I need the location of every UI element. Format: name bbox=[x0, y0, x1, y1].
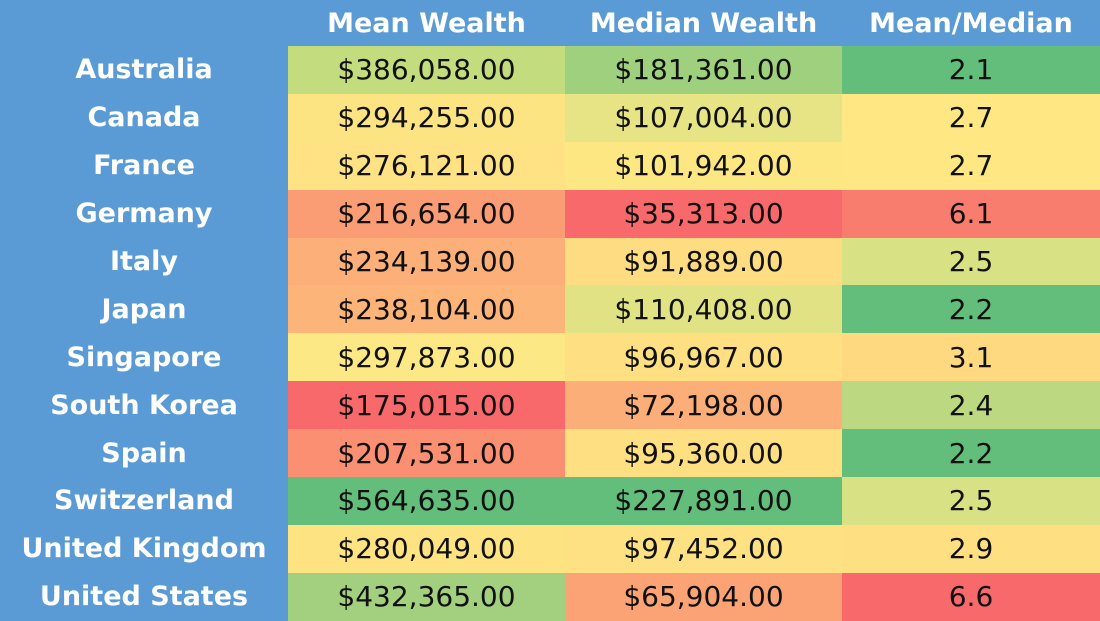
country-label: Switzerland bbox=[54, 485, 234, 517]
country-label: Spain bbox=[101, 437, 187, 469]
mean-wealth-cell: $432,365.00 bbox=[288, 572, 565, 621]
mean-wealth-cell: $276,121.00 bbox=[288, 141, 565, 190]
mean-median-ratio-cell: 2.7 bbox=[842, 141, 1100, 190]
country-label: United States bbox=[39, 581, 249, 613]
mean-median-ratio-cell: 2.5 bbox=[842, 477, 1100, 525]
mean-median-ratio-cell: 2.4 bbox=[842, 381, 1100, 430]
median-wealth-cell: $181,361.00 bbox=[565, 46, 842, 94]
mean-wealth-cell: $294,255.00 bbox=[288, 93, 565, 142]
median-wealth-cell: $91,889.00 bbox=[565, 237, 842, 286]
mean-wealth-cell: $238,104.00 bbox=[288, 285, 565, 334]
table-row: Canada $294,255.00 $107,004.00 2.7 bbox=[0, 93, 1100, 142]
mean-median-ratio-cell: 3.1 bbox=[842, 333, 1100, 382]
table-row: France $276,121.00 $101,942.00 2.7 bbox=[0, 141, 1100, 190]
header-row: Mean Wealth Median Wealth Mean/Median bbox=[0, 0, 1100, 46]
median-wealth-cell: $97,452.00 bbox=[565, 524, 842, 573]
table-row: United States $432,365.00 $65,904.00 6.6 bbox=[0, 572, 1100, 621]
country-label: South Korea bbox=[50, 389, 238, 421]
table-row: Germany $216,654.00 $35,313.00 6.1 bbox=[0, 189, 1100, 238]
median-wealth-cell: $227,891.00 bbox=[565, 477, 842, 525]
mean-wealth-cell: $386,058.00 bbox=[288, 46, 565, 94]
table-row: United Kingdom $280,049.00 $97,452.00 2.9 bbox=[0, 524, 1100, 573]
mean-wealth-cell: $564,635.00 bbox=[288, 477, 565, 525]
country-label: United Kingdom bbox=[21, 533, 267, 565]
country-label: Australia bbox=[75, 54, 213, 86]
table-row: Spain $207,531.00 $95,360.00 2.2 bbox=[0, 429, 1100, 478]
table-row: South Korea $175,015.00 $72,198.00 2.4 bbox=[0, 381, 1100, 430]
table-row: Switzerland $564,635.00 $227,891.00 2.5 bbox=[0, 477, 1100, 525]
mean-wealth-cell: $234,139.00 bbox=[288, 237, 565, 286]
median-wealth-cell: $65,904.00 bbox=[565, 572, 842, 621]
median-wealth-cell: $107,004.00 bbox=[565, 93, 842, 142]
median-wealth-cell: $72,198.00 bbox=[565, 381, 842, 430]
column-header-mean-median-ratio: Mean/Median bbox=[869, 7, 1073, 39]
mean-median-ratio-cell: 2.2 bbox=[842, 285, 1100, 334]
median-wealth-cell: $96,967.00 bbox=[565, 333, 842, 382]
mean-median-ratio-cell: 6.1 bbox=[842, 189, 1100, 238]
mean-median-ratio-cell: 6.6 bbox=[842, 572, 1100, 621]
mean-wealth-cell: $297,873.00 bbox=[288, 333, 565, 382]
country-label: France bbox=[93, 150, 195, 182]
mean-wealth-cell: $207,531.00 bbox=[288, 429, 565, 478]
mean-wealth-cell: $175,015.00 bbox=[288, 381, 565, 430]
mean-median-ratio-cell: 2.7 bbox=[842, 93, 1100, 142]
mean-median-ratio-cell: 2.1 bbox=[842, 46, 1100, 94]
mean-wealth-cell: $280,049.00 bbox=[288, 524, 565, 573]
country-label: Canada bbox=[87, 102, 201, 134]
median-wealth-cell: $35,313.00 bbox=[565, 189, 842, 238]
median-wealth-cell: $110,408.00 bbox=[565, 285, 842, 334]
mean-wealth-cell: $216,654.00 bbox=[288, 189, 565, 238]
median-wealth-cell: $95,360.00 bbox=[565, 429, 842, 478]
country-label: Italy bbox=[109, 246, 179, 277]
table-row: Italy $234,139.00 $91,889.00 2.5 bbox=[0, 237, 1100, 286]
mean-median-ratio-cell: 2.2 bbox=[842, 429, 1100, 478]
column-header-country bbox=[0, 0, 288, 46]
table-row: Australia $386,058.00 $181,361.00 2.1 bbox=[0, 46, 1100, 94]
country-label: Singapore bbox=[66, 341, 222, 373]
table-row: Singapore $297,873.00 $96,967.00 3.1 bbox=[0, 333, 1100, 382]
country-label: Japan bbox=[101, 293, 187, 325]
mean-median-ratio-cell: 2.9 bbox=[842, 524, 1100, 573]
median-wealth-cell: $101,942.00 bbox=[565, 141, 842, 190]
table-row: Japan $238,104.00 $110,408.00 2.2 bbox=[0, 285, 1100, 334]
mean-median-ratio-cell: 2.5 bbox=[842, 237, 1100, 286]
column-header-mean-wealth: Mean Wealth bbox=[327, 7, 526, 39]
column-header-median-wealth: Median Wealth bbox=[589, 7, 818, 39]
country-label: Germany bbox=[75, 198, 213, 230]
